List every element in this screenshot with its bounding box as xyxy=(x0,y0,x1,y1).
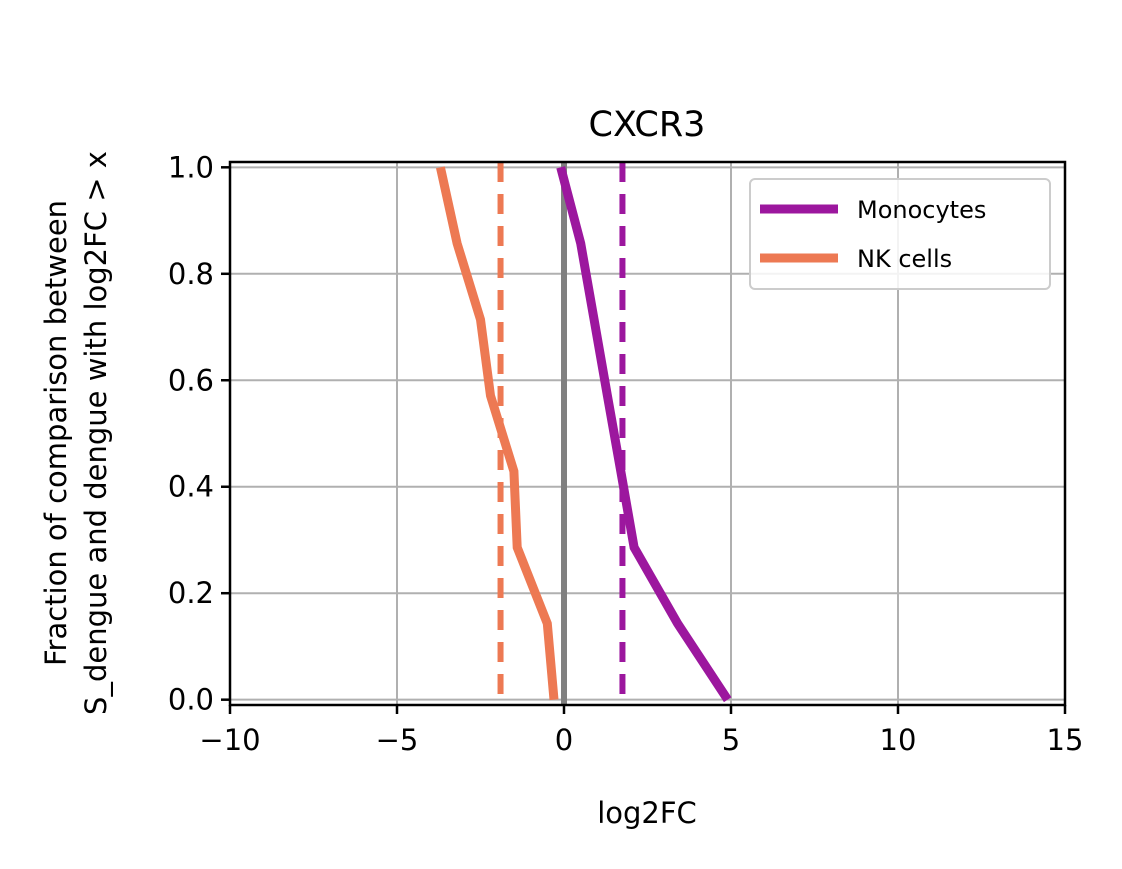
axes-frame xyxy=(228,160,1067,707)
y-axis-title-line-2: S_dengue and dengue with log2FC > x xyxy=(79,151,113,715)
plot-frame xyxy=(228,160,1067,707)
series-line-monocytes xyxy=(556,166,732,703)
x-tick-label: 15 xyxy=(1047,723,1084,757)
ticks: −10 −5 0 5 10 15 0.0 0.2 0.4 0.6 0.8 1.0 xyxy=(168,150,1084,757)
series-lines xyxy=(436,166,732,703)
legend-label-nk-cells: NK cells xyxy=(857,245,952,273)
x-axis-title: log2FC xyxy=(597,796,697,830)
x-tick-label: 10 xyxy=(880,723,917,757)
y-tick-label: 0.0 xyxy=(168,683,214,717)
y-tick-label: 0.8 xyxy=(168,257,214,291)
y-tick-label: 0.2 xyxy=(168,576,214,610)
y-tick-label: 0.6 xyxy=(168,363,214,397)
x-tick-label: −5 xyxy=(376,723,419,757)
legend-label-monocytes: Monocytes xyxy=(857,196,986,224)
series-line-nk-cells xyxy=(436,166,559,701)
x-tick-label: 0 xyxy=(555,723,573,757)
legend: Monocytes NK cells xyxy=(749,178,1051,290)
y-tick-label: 0.4 xyxy=(168,470,214,504)
y-axis-title-line-1: Fraction of comparison between xyxy=(39,200,73,666)
y-tick-label: 1.0 xyxy=(168,150,214,184)
x-tick-label: −10 xyxy=(199,723,260,757)
chart-title: CXCR3 xyxy=(589,105,706,145)
x-tick-label: 5 xyxy=(722,723,740,757)
